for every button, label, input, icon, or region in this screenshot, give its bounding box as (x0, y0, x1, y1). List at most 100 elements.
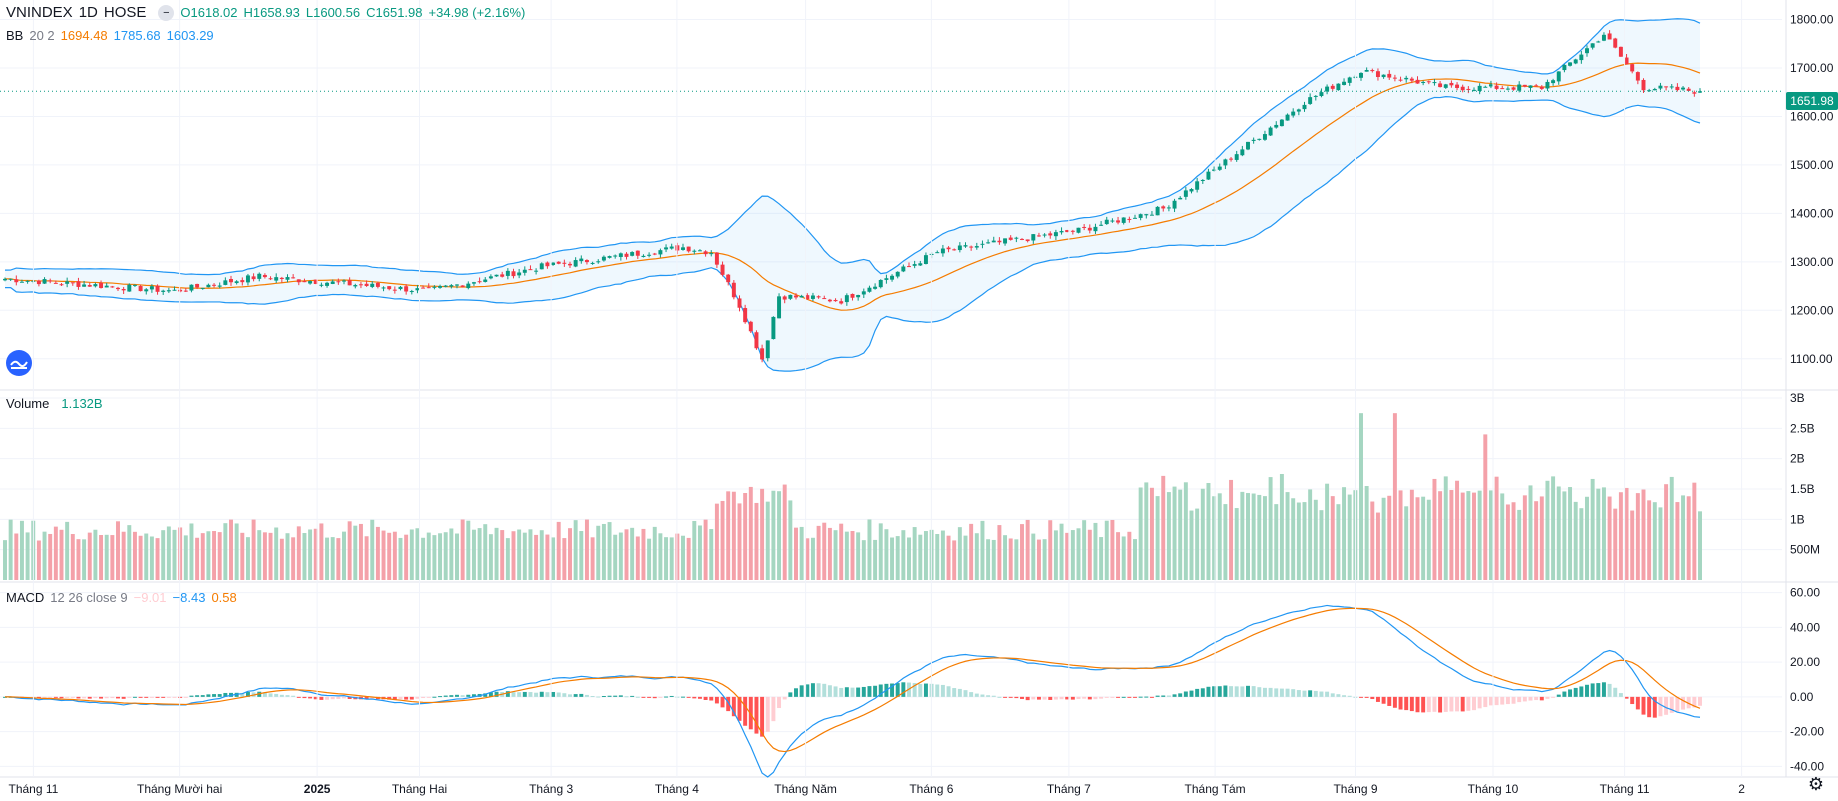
time-tick-label: Tháng 11 (1600, 782, 1650, 796)
macd-histogram-bar (539, 691, 544, 697)
price-tick-label: 1400.00 (1790, 206, 1834, 220)
bb-legend[interactable]: BB 20 2 1694.48 1785.68 1603.29 (6, 28, 214, 43)
macd-histogram-bar (1347, 695, 1352, 697)
volume-bar (375, 526, 380, 580)
macd-histogram-bar (765, 696, 770, 732)
time-tick-label: Tháng 4 (655, 782, 699, 796)
candle-body (782, 296, 787, 300)
macd-histogram-bar (991, 695, 996, 697)
volume-bar (579, 531, 584, 580)
open-value: O1618.02 (180, 5, 238, 20)
volume-bar (438, 533, 443, 580)
candle-body (1251, 139, 1256, 141)
candle-body (703, 251, 708, 255)
candle-body (398, 286, 403, 290)
candle-body (500, 274, 505, 277)
candle-body (771, 316, 776, 340)
candle-body (590, 262, 595, 264)
volume-bar (647, 538, 652, 580)
volume-bar (1426, 499, 1431, 580)
symbol-name[interactable]: VNINDEX (6, 4, 73, 21)
candle-body (1562, 64, 1567, 71)
volume-bar (901, 530, 906, 580)
macd-histogram-bar (93, 696, 98, 699)
candle-body (1505, 88, 1510, 90)
macd-legend[interactable]: MACD 12 26 close 9 −9.01 −8.43 0.58 (6, 590, 237, 605)
macd-histogram-bar (1008, 696, 1013, 698)
candle-body (1607, 33, 1612, 40)
price-tick-label: 1300.00 (1790, 255, 1834, 269)
macd-histogram-bar (681, 696, 685, 698)
macd-tick-label: -20.00 (1790, 725, 1824, 739)
macd-histogram-bar (1607, 683, 1612, 697)
volume-bar (1149, 487, 1154, 580)
macd-histogram-bar (1025, 696, 1030, 701)
candle-body (1466, 88, 1471, 90)
candle-body (149, 286, 154, 290)
settings-gear-icon[interactable]: ⚙ (1807, 774, 1824, 794)
volume-bar (1076, 528, 1081, 580)
macd-histogram-bar (760, 696, 765, 737)
volume-bar (200, 533, 205, 580)
candle-body (409, 291, 414, 293)
macd-histogram-bar (839, 687, 844, 697)
candle-body (528, 269, 533, 271)
volume-bar (132, 531, 137, 580)
candle-body (1020, 238, 1024, 240)
candle-body (1664, 86, 1669, 88)
candle-body (1234, 154, 1239, 160)
candle-body (1166, 207, 1171, 209)
macd-histogram-bar (511, 692, 516, 697)
volume-bar (777, 491, 782, 580)
macd-histogram-bar (1488, 696, 1493, 706)
macd-histogram-bar (1127, 696, 1132, 698)
candle-body (850, 293, 855, 298)
volume-bar (1144, 482, 1149, 580)
candle-body (1268, 127, 1273, 136)
macd-histogram-bar (1082, 696, 1087, 699)
volume-bar (810, 537, 815, 580)
macd-histogram-bar (534, 692, 539, 697)
macd-histogram-bar (1449, 696, 1454, 712)
macd-histogram-bar (969, 692, 974, 697)
macd-histogram-bar (1568, 689, 1573, 697)
volume-bar (652, 526, 657, 580)
candle-body (471, 282, 476, 284)
macd-histogram-bar (161, 696, 166, 698)
candle-body (3, 278, 7, 281)
volume-bar (681, 535, 685, 580)
volume-bar (42, 531, 47, 580)
candle-body (1698, 91, 1702, 93)
candle-body (511, 271, 516, 277)
volume-bar (861, 540, 866, 580)
volume-bar (471, 529, 476, 580)
macd-histogram-bar (726, 696, 731, 712)
candle-body (1483, 86, 1488, 88)
volume-bar (1291, 498, 1296, 580)
volume-bar (1099, 537, 1104, 580)
volume-bar (93, 529, 98, 580)
macd-histogram-bar (878, 684, 883, 697)
volume-legend[interactable]: Volume 1.132B (6, 396, 103, 411)
macd-histogram-bar (1585, 684, 1589, 697)
macd-histogram-bar (1370, 696, 1375, 700)
candle-body (1556, 71, 1561, 82)
candle-body (296, 279, 301, 283)
volume-bar (1438, 491, 1443, 580)
candle-body (1517, 84, 1522, 91)
volume-bar (488, 534, 493, 580)
volume-bar (1409, 489, 1414, 580)
volume-bar (65, 521, 70, 580)
candle-body (856, 294, 861, 298)
macd-histogram-bar (1426, 696, 1431, 713)
tradingview-logo[interactable] (6, 350, 32, 376)
candle-body (1500, 88, 1505, 90)
collapse-icon[interactable]: − (158, 4, 175, 21)
interval-label[interactable]: 1D (78, 4, 98, 21)
macd-histogram-bar (279, 694, 284, 697)
candle-body (833, 299, 838, 302)
candle-body (1511, 87, 1516, 90)
candle-body (1087, 227, 1092, 231)
macd-histogram-bar (940, 684, 945, 697)
